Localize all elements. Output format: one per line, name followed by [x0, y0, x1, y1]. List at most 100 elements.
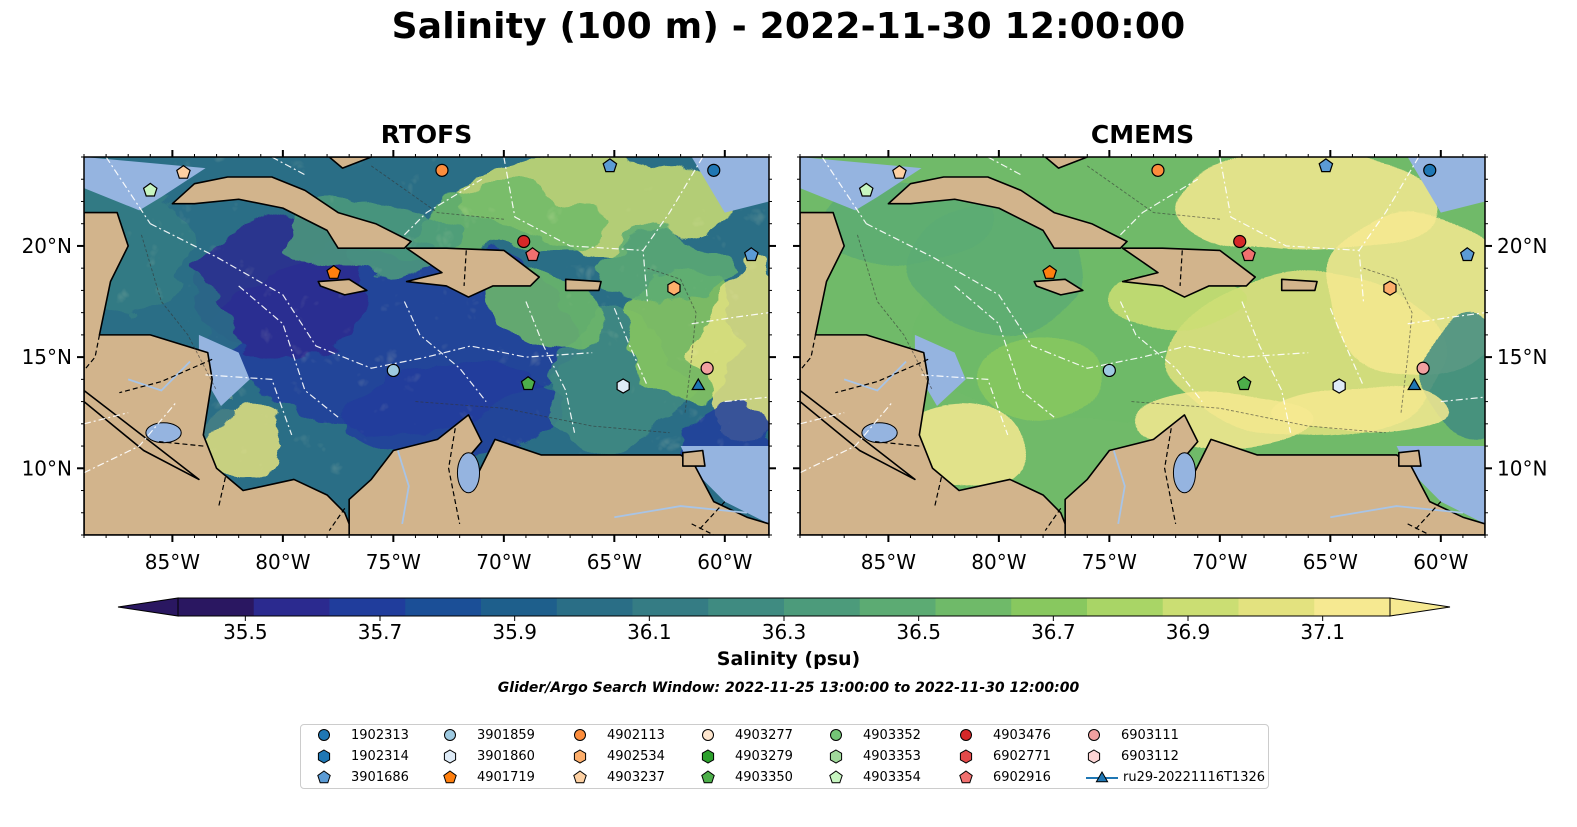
legend-marker-icon: [1087, 749, 1101, 764]
colorbar-tick-label: 35.7: [358, 620, 403, 644]
float-marker: [142, 182, 158, 197]
legend-item-label: 4902113: [607, 727, 665, 743]
legend-item: 6902771: [957, 748, 1051, 764]
lon-tick-label: 75°W: [366, 550, 421, 574]
lon-tick-label: 85°W: [861, 550, 916, 574]
legend-item: 3901860: [441, 748, 535, 764]
float-marker: [1423, 163, 1437, 177]
legend-item-label: ru29-20221116T1326: [1123, 769, 1266, 785]
legend-item-label: 4903350: [735, 769, 793, 785]
lon-tick-label: 65°W: [1303, 550, 1358, 574]
legend-marker-icon: [444, 729, 456, 741]
legend-item: 4903237: [571, 769, 665, 785]
float-marker: [1102, 363, 1116, 378]
map-panel-cmems: 85°W 80°W 75°W 70°W 65°W 60°W 20°N 15°N 10°N: [793, 150, 1547, 574]
legend-item-label: 4903352: [863, 727, 921, 743]
legend-marker-icon: [574, 729, 586, 741]
legend-item-label: 4903277: [735, 727, 793, 743]
float-marker: [707, 163, 721, 177]
map-frame: [83, 156, 770, 536]
lat-tick-label: 15°N: [1497, 345, 1547, 369]
eez-boundaries: [800, 157, 1485, 474]
legend-marker-icon: [443, 770, 457, 784]
float-marker: [858, 182, 874, 197]
legend-item-label: 4903279: [735, 748, 793, 764]
float-marker: [892, 164, 907, 179]
legend-item: 4903354: [827, 769, 921, 785]
lon-tick-label: 75°W: [1082, 550, 1137, 574]
lat-tick-label: 15°N: [22, 345, 72, 369]
map-panel-rtofs: 85°W 80°W 75°W 70°W 65°W 60°W 20°N 15°N 10°N: [22, 150, 776, 574]
legend-marker-icon: [573, 749, 587, 764]
float-marker: [602, 158, 618, 173]
legend-marker-icon: [829, 749, 843, 764]
legend-marker-icon: [702, 729, 714, 741]
legend-item-label: 1902313: [351, 727, 409, 743]
legend-item-label: 4903237: [607, 769, 665, 785]
legend-item-label: 3901860: [477, 748, 535, 764]
float-marker: [1332, 378, 1346, 394]
float-marker: [1318, 158, 1334, 173]
legend-item: 1902313: [315, 727, 409, 743]
search-window-note: Glider/Argo Search Window: 2022-11-25 13…: [497, 680, 1080, 696]
legend-item-label: 4903353: [863, 748, 921, 764]
float-marker: [667, 280, 681, 296]
float-marker: [743, 247, 759, 262]
float-marker: [1151, 163, 1165, 177]
legend-marker-icon: [1088, 729, 1100, 741]
float-marker: [1407, 377, 1422, 391]
lon-tick-label: 80°W: [971, 550, 1026, 574]
legend-item-label: 6902916: [993, 769, 1051, 785]
legend-marker-icon: [573, 770, 587, 784]
colorbar-tick-label: 35.9: [492, 620, 537, 644]
float-marker: [520, 376, 536, 391]
legend-marker-icon: [959, 749, 973, 764]
legend-item: 4903353: [827, 748, 921, 764]
legend-marker-icon: [443, 749, 457, 764]
legend-marker-icon: [317, 770, 331, 784]
colorbar-tick-label: 36.5: [896, 620, 941, 644]
float-marker: [1233, 234, 1247, 249]
legend-item-label: 3901686: [351, 769, 409, 785]
legend-item: 1902314: [315, 748, 409, 764]
colorbar-tick-label: 37.1: [1300, 620, 1345, 644]
legend-item-label: 4903354: [863, 769, 921, 785]
legend-item: 3901686: [315, 769, 409, 785]
legend-item: 4901719: [441, 769, 535, 785]
legend-item: 4902113: [571, 727, 665, 743]
legend-marker-icon: [830, 729, 842, 741]
colorbar-tick-label: 36.3: [762, 620, 807, 644]
lat-tick-label: 10°N: [1497, 456, 1547, 480]
legend-item-label: 4902534: [607, 748, 665, 764]
lat-tick-label: 10°N: [22, 456, 72, 480]
lon-tick-label: 85°W: [145, 550, 200, 574]
legend-marker-icon: [701, 749, 715, 764]
colorbar-tick-label: 36.1: [627, 620, 672, 644]
float-marker: [1383, 280, 1397, 296]
float-markers: [858, 158, 1475, 394]
float-marker: [176, 164, 191, 179]
land-masses: [800, 157, 1485, 535]
legend-item: ru29-20221116T1326: [1085, 769, 1265, 785]
land-masses: [84, 157, 769, 535]
float-marker: [1042, 264, 1058, 279]
legend-item-label: 6903111: [1121, 727, 1179, 743]
legend-item-label: 1902314: [351, 748, 409, 764]
colorbar-tick-label: 36.9: [1166, 620, 1211, 644]
float-marker: [435, 163, 449, 177]
legend-marker-icon: [829, 770, 843, 784]
legend-marker-icon: [959, 770, 973, 784]
panel-title-rtofs: RTOFS: [380, 120, 473, 149]
legend-item: 4903352: [827, 727, 921, 743]
legend-marker-icon: [960, 729, 972, 741]
float-marker: [1416, 361, 1430, 375]
float-marker: [691, 377, 706, 391]
float-marker: [616, 378, 630, 394]
legend-item: 4902534: [571, 748, 665, 764]
float-marker: [326, 264, 342, 279]
legend-item: 4903277: [699, 727, 793, 743]
map-frame: [799, 156, 1486, 536]
legend: 1902313 1902314 3901686 3901859 3901860 49017…: [300, 724, 1269, 789]
legend-item-label: 4901719: [477, 769, 535, 785]
